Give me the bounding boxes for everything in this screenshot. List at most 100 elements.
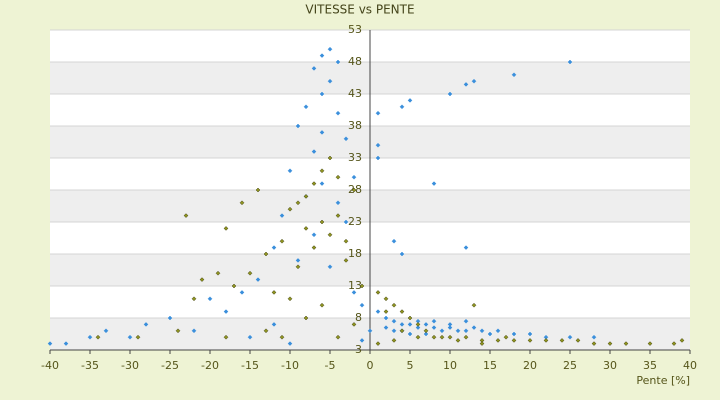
point	[575, 338, 581, 343]
point	[383, 296, 389, 302]
point	[415, 334, 421, 340]
point	[407, 331, 413, 337]
point	[311, 245, 317, 250]
x-axis-label: Pente [%]	[636, 374, 690, 387]
point	[303, 104, 309, 110]
point	[455, 328, 461, 334]
point	[447, 334, 453, 340]
y-tick-label: 38	[348, 119, 362, 132]
point	[463, 334, 469, 340]
x-tick-label: 35	[643, 359, 657, 372]
point	[503, 334, 509, 340]
point	[543, 338, 549, 343]
x-tick-label: -30	[121, 359, 139, 372]
point	[463, 82, 469, 87]
point	[271, 245, 277, 250]
point	[311, 66, 317, 71]
point	[407, 98, 413, 103]
point	[415, 322, 421, 327]
point	[231, 283, 237, 289]
point	[343, 219, 349, 225]
point	[191, 296, 197, 302]
point	[319, 302, 325, 308]
point	[335, 200, 341, 206]
point	[511, 338, 517, 343]
point	[327, 78, 333, 84]
point	[191, 328, 197, 334]
y-tick-label: 3	[355, 343, 362, 356]
point	[239, 290, 245, 295]
y-tick-label: 53	[348, 23, 362, 36]
point	[399, 322, 405, 327]
x-tick-label: 25	[563, 359, 577, 372]
point	[271, 290, 277, 295]
chart-title: VITESSE vs PENTE	[305, 3, 414, 17]
point	[359, 283, 365, 289]
point	[527, 331, 533, 337]
point	[391, 338, 397, 343]
point	[463, 328, 469, 334]
point	[311, 232, 317, 238]
point	[319, 53, 325, 58]
point	[423, 322, 429, 327]
point	[287, 341, 293, 346]
x-tick-label: 15	[483, 359, 497, 372]
point	[391, 238, 397, 244]
point	[351, 290, 357, 295]
point	[247, 270, 253, 276]
point	[351, 187, 357, 193]
point	[319, 181, 325, 186]
point	[295, 264, 301, 270]
point	[495, 328, 501, 334]
point	[463, 318, 469, 324]
point	[383, 309, 389, 314]
point	[47, 341, 53, 346]
point	[351, 322, 357, 327]
x-tick-label: -10	[281, 359, 299, 372]
point	[399, 309, 405, 314]
x-tick-label: 20	[523, 359, 537, 372]
point	[607, 341, 613, 346]
point	[87, 334, 93, 340]
point	[95, 334, 101, 340]
point	[431, 334, 437, 340]
point	[431, 318, 437, 324]
point	[383, 315, 389, 321]
point	[271, 322, 277, 327]
x-tick-label: -35	[81, 359, 99, 372]
x-tick-label: 30	[603, 359, 617, 372]
point	[351, 174, 357, 180]
point	[287, 296, 293, 302]
point	[679, 338, 685, 343]
point	[647, 341, 653, 346]
point	[327, 46, 333, 52]
point	[343, 238, 349, 244]
x-tick-label: -25	[161, 359, 179, 372]
point	[183, 213, 189, 218]
point	[471, 302, 477, 308]
point	[391, 318, 397, 324]
point	[327, 155, 333, 161]
point	[143, 322, 149, 327]
point	[415, 325, 421, 330]
point	[479, 328, 485, 334]
point	[207, 296, 213, 302]
point	[511, 331, 517, 337]
point	[567, 59, 573, 65]
point	[375, 341, 381, 346]
point	[239, 200, 245, 206]
point	[335, 334, 341, 340]
y-tick-label: 8	[355, 311, 362, 324]
point	[303, 226, 309, 231]
point	[263, 251, 269, 257]
x-tick-label: -20	[201, 359, 219, 372]
point	[447, 322, 453, 327]
x-tick-label: 40	[683, 359, 697, 372]
point	[255, 277, 261, 282]
point	[391, 328, 397, 334]
point	[311, 149, 317, 154]
point	[127, 334, 133, 340]
point	[335, 59, 341, 65]
point	[423, 331, 429, 337]
